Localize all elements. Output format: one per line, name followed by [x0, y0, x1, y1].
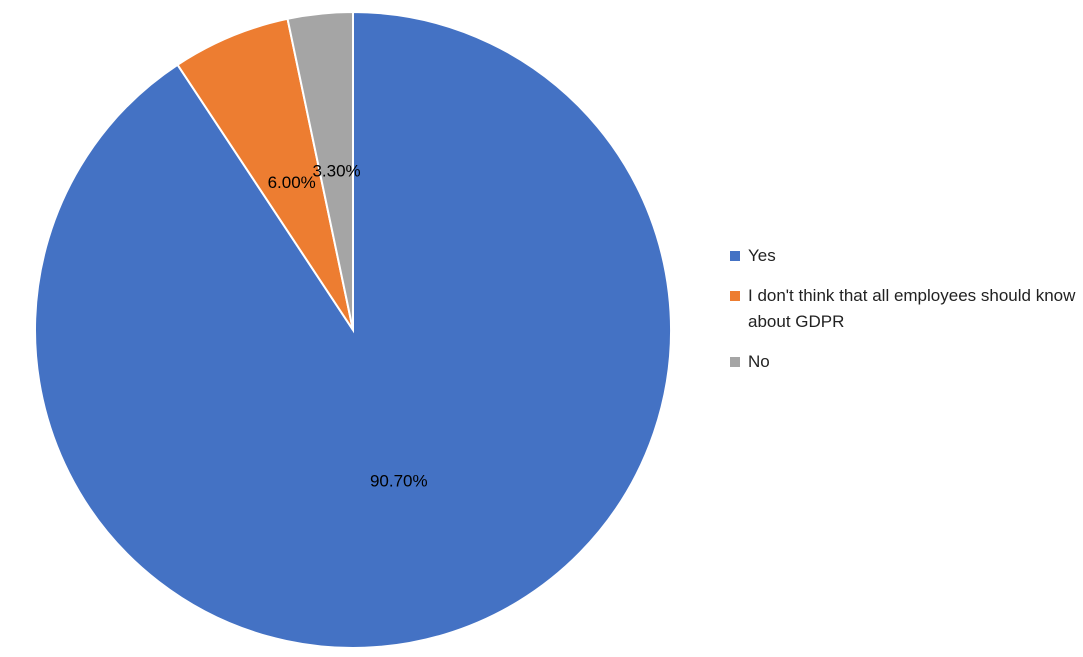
legend-item: I don't think that all employees should … — [728, 283, 1080, 335]
data-label: 6.00% — [268, 173, 316, 192]
legend-swatch — [730, 251, 740, 261]
legend-label: Yes — [748, 246, 776, 265]
legend-item: Yes — [728, 243, 1080, 269]
legend-label: I don't think that all employees should … — [748, 286, 1076, 331]
legend: Yes I don't think that all employees shou… — [728, 243, 1080, 389]
legend-swatch — [730, 291, 740, 301]
data-label: 3.30% — [312, 161, 360, 180]
legend-label: No — [748, 352, 770, 371]
legend-swatch — [730, 357, 740, 367]
pie-slice — [286, 10, 354, 331]
data-label: 90.70% — [370, 472, 428, 491]
pie-slice — [176, 17, 354, 331]
legend-item: No — [728, 349, 1080, 375]
